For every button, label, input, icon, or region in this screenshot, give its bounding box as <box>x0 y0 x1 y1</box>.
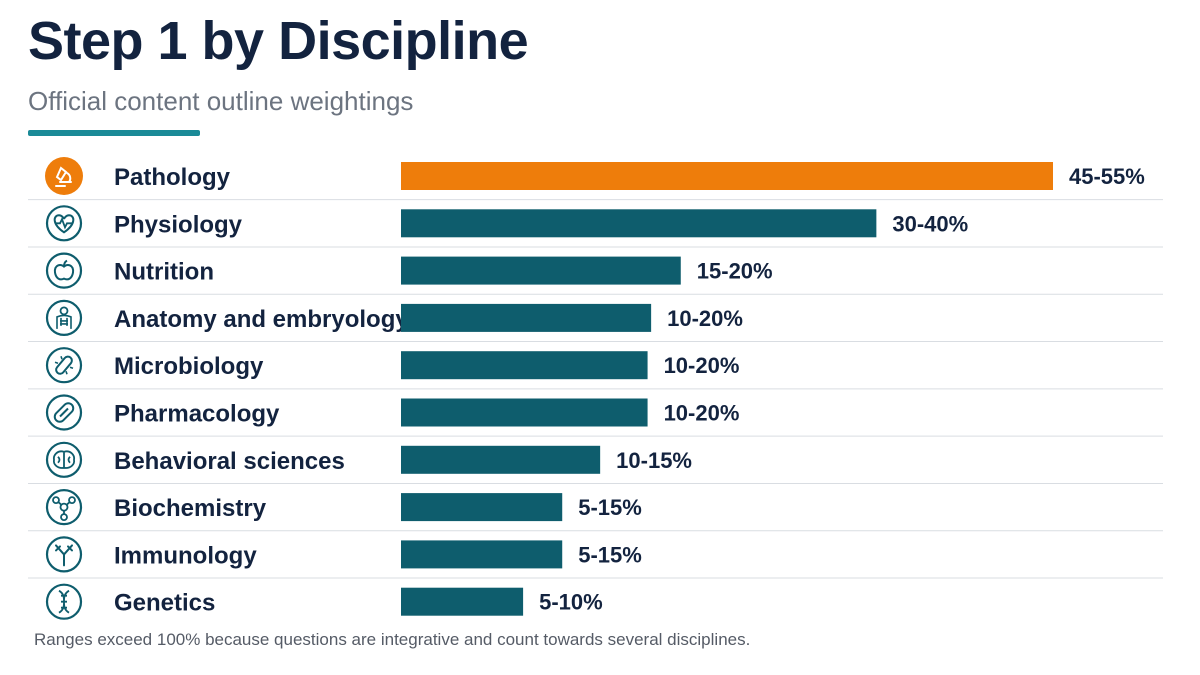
bar <box>401 209 877 238</box>
value-label: 5-15% <box>578 542 642 567</box>
category-label: Nutrition <box>114 259 214 286</box>
value-label: 5-10% <box>539 590 603 615</box>
brain-icon <box>45 441 83 478</box>
value-label: 45-55% <box>1069 164 1145 189</box>
chart-row: Anatomy and embryology 10-20% <box>28 299 1163 343</box>
value-label: 10-15% <box>616 448 692 473</box>
heart-pulse-icon <box>45 205 83 242</box>
chart-row: Physiology 30-40% <box>28 205 1163 248</box>
chart-row: Genetics 5-10% <box>45 583 603 620</box>
category-label: Behavioral sciences <box>114 448 345 475</box>
chart-row: Microbiology 10-20% <box>28 347 1163 390</box>
category-label: Pathology <box>114 164 231 191</box>
microscope-icon <box>45 157 83 195</box>
bar <box>401 493 563 522</box>
chart-row: Biochemistry 5-15% <box>28 489 1163 532</box>
category-label: Anatomy and embryology <box>114 306 409 333</box>
footnote: Ranges exceed 100% because questions are… <box>34 630 751 649</box>
pill-icon <box>45 394 83 431</box>
chart-row: Pathology 45-55% <box>28 157 1163 201</box>
apple-icon <box>45 252 83 289</box>
chart-row: Pharmacology 10-20% <box>28 394 1163 437</box>
category-label: Physiology <box>114 211 243 238</box>
chart-row: Nutrition 15-20% <box>28 252 1163 295</box>
category-label: Immunology <box>114 542 257 569</box>
category-label: Microbiology <box>114 353 264 380</box>
chart-subtitle: Official content outline weightings <box>28 86 414 116</box>
bacteria-icon <box>45 347 83 384</box>
category-label: Biochemistry <box>114 495 267 522</box>
category-label: Pharmacology <box>114 401 280 428</box>
value-label: 15-20% <box>697 259 773 284</box>
dna-icon <box>45 583 83 620</box>
chart-row: Behavioral sciences 10-15% <box>28 441 1163 484</box>
bar <box>401 587 524 616</box>
bar <box>401 445 601 474</box>
bar <box>401 351 648 380</box>
bar <box>401 540 563 569</box>
bar <box>401 398 648 427</box>
title-accent-line <box>28 130 200 136</box>
bar <box>401 303 652 332</box>
molecule-icon <box>45 489 83 526</box>
value-label: 30-40% <box>892 211 968 236</box>
body-skeleton-icon <box>45 299 83 336</box>
bar <box>401 162 1053 190</box>
bar <box>401 256 681 285</box>
value-label: 10-20% <box>667 306 743 331</box>
value-label: 10-20% <box>664 401 740 426</box>
chart-title: Step 1 by Discipline <box>28 11 529 71</box>
bar-chart: Pathology 45-55% Physiology 30-40% Nutrition… <box>28 157 1163 620</box>
category-label: Genetics <box>114 590 215 617</box>
chart-row: Immunology 5-15% <box>28 536 1163 579</box>
antibody-icon <box>45 536 83 573</box>
value-label: 5-15% <box>578 495 642 520</box>
value-label: 10-20% <box>664 353 740 378</box>
